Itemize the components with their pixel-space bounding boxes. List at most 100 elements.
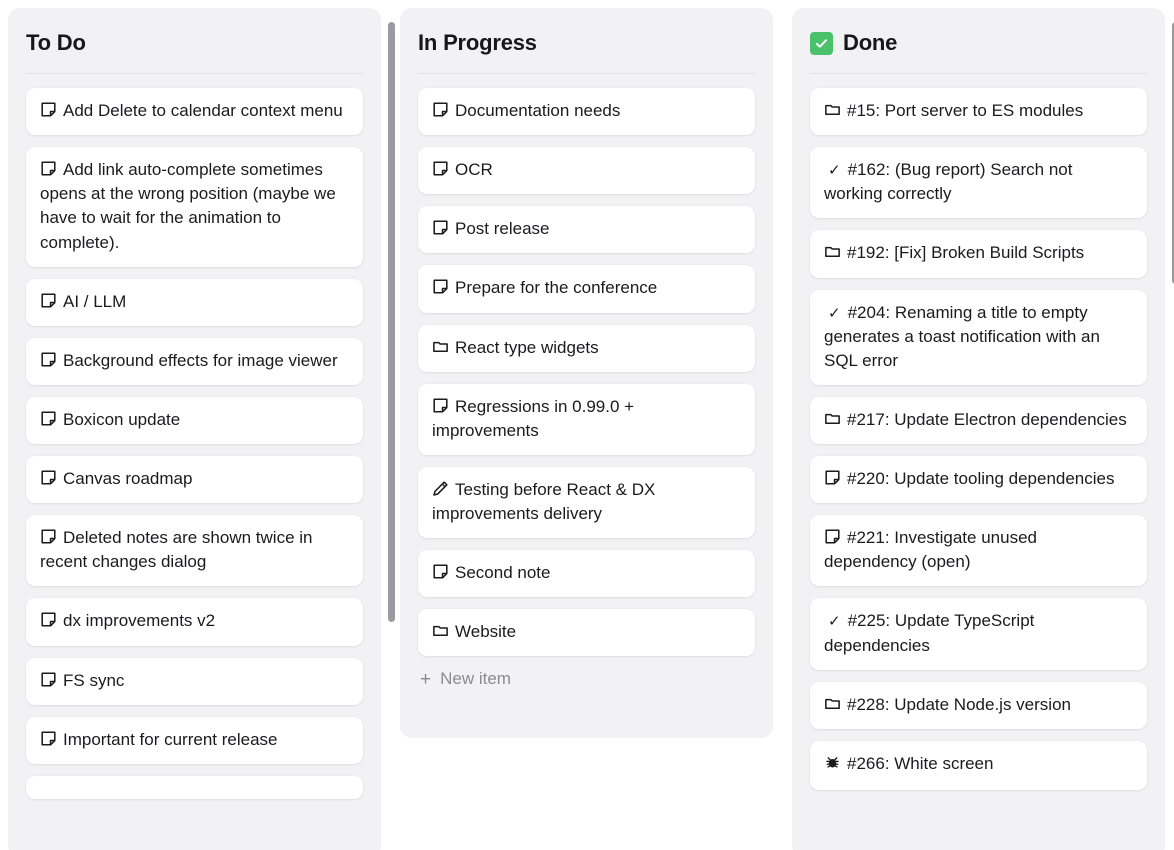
check-icon: ✓	[828, 613, 841, 631]
column-in-progress-header: In Progress	[418, 8, 755, 74]
card-title: #204: Renaming a title to empty generate…	[824, 302, 1100, 370]
column-todo-cards: Add Delete to calendar context menu Add l…	[26, 88, 363, 799]
card[interactable]	[26, 775, 363, 799]
card-title: AI / LLM	[63, 291, 127, 311]
note-icon	[40, 292, 57, 309]
card-title: Documentation needs	[455, 101, 621, 120]
note-icon	[432, 101, 449, 118]
card[interactable]: ✓ #225: Update TypeScript dependencies	[810, 598, 1147, 670]
card-title: Deleted notes are shown twice in recent …	[40, 528, 313, 572]
card[interactable]: Regressions in 0.99.0 + improvements	[418, 383, 755, 455]
card[interactable]: Website	[418, 609, 755, 657]
note-icon	[40, 469, 57, 486]
card-title: Post release	[455, 219, 550, 239]
folder-icon	[824, 410, 841, 427]
card[interactable]: #228: Update Node.js version	[810, 681, 1147, 729]
note-icon	[432, 160, 449, 177]
card-title: Important for current release	[63, 729, 278, 749]
card-title: Website	[455, 622, 517, 642]
card-title: FS sync	[63, 670, 125, 690]
column-done: Done #15: Port server to ES modules ✓ #162…	[792, 8, 1174, 850]
folder-icon	[432, 338, 449, 355]
scrollbar-todo[interactable]	[388, 22, 395, 622]
card-title: #266: White screen	[847, 753, 994, 773]
pencil-icon	[432, 480, 449, 497]
card[interactable]: ✓ #162: (Bug report) Search not working c…	[810, 147, 1147, 219]
card[interactable]: Add Delete to calendar context menu	[26, 88, 363, 136]
card[interactable]: Add link auto-complete sometimes opens a…	[26, 147, 363, 267]
card-title: Boxicon update	[63, 409, 181, 429]
card[interactable]: AI / LLM	[26, 278, 363, 326]
folder-icon	[824, 243, 841, 260]
folder-icon	[824, 101, 841, 118]
note-icon	[40, 528, 57, 545]
card-title: React type widgets	[455, 337, 599, 357]
note-icon	[432, 563, 449, 580]
card-title: #15: Port server to ES modules	[847, 101, 1084, 120]
column-done-inner: Done #15: Port server to ES modules ✓ #162…	[792, 8, 1165, 850]
bug-icon	[824, 754, 841, 778]
card-title: OCR	[455, 160, 493, 180]
card[interactable]: OCR	[418, 147, 755, 195]
card-title: Testing before React & DX improvements d…	[432, 479, 656, 523]
note-icon	[824, 469, 841, 486]
card[interactable]: Post release	[418, 206, 755, 254]
column-title-done: Done	[843, 30, 898, 55]
check-icon: ✓	[828, 304, 841, 322]
note-icon	[40, 671, 57, 688]
new-item-label: New item	[440, 669, 511, 689]
card[interactable]: Important for current release	[26, 716, 363, 764]
card[interactable]: ✓ #204: Renaming a title to empty generat…	[810, 289, 1147, 385]
card-title: #192: [Fix] Broken Build Scripts	[847, 243, 1085, 263]
note-icon	[40, 730, 57, 747]
column-todo-header: To Do	[26, 8, 363, 74]
note-icon	[432, 397, 449, 414]
column-todo-inner: To Do Add Delete to calendar context men…	[8, 8, 381, 850]
card[interactable]: #15: Port server to ES modules	[810, 88, 1147, 136]
card[interactable]: #192: [Fix] Broken Build Scripts	[810, 230, 1147, 278]
card[interactable]: Testing before React & DX improvements d…	[418, 466, 755, 539]
card[interactable]: FS sync	[26, 657, 363, 705]
card[interactable]: Documentation needs	[418, 88, 755, 136]
plus-icon: +	[420, 668, 432, 690]
note-icon	[40, 160, 57, 177]
note-icon	[40, 410, 57, 427]
card[interactable]: Deleted notes are shown twice in recent …	[26, 515, 363, 587]
note-icon	[432, 219, 449, 236]
column-in-progress: In Progress Documentation needs OCR Post r…	[400, 8, 773, 738]
card-title: Background effects for image viewer	[63, 350, 338, 370]
new-item-button-in-progress[interactable]: + New item	[418, 656, 755, 702]
column-done-cards: #15: Port server to ES modules ✓ #162: (Bu…	[810, 88, 1147, 790]
card-title: Add link auto-complete sometimes opens a…	[40, 160, 336, 252]
folder-icon	[824, 695, 841, 712]
column-title-in-progress: In Progress	[418, 30, 537, 55]
note-icon	[40, 351, 57, 368]
card[interactable]: #221: Investigate unused dependency (ope…	[810, 515, 1147, 587]
column-done-header: Done	[810, 8, 1147, 74]
note-icon	[40, 101, 57, 118]
card-title: Add Delete to calendar context menu	[63, 101, 343, 120]
card[interactable]: #266: White screen	[810, 740, 1147, 790]
card-title: #225: Update TypeScript dependencies	[824, 611, 1035, 655]
card[interactable]: #217: Update Electron dependencies	[810, 396, 1147, 444]
check-square-icon	[810, 31, 833, 55]
card-title: dx improvements v2	[63, 611, 216, 631]
card[interactable]: Second note	[418, 550, 755, 598]
note-icon	[432, 278, 449, 295]
card-title: #228: Update Node.js version	[847, 694, 1071, 714]
column-todo: To Do Add Delete to calendar context men…	[8, 8, 395, 850]
card[interactable]: dx improvements v2	[26, 598, 363, 646]
card[interactable]: Prepare for the conference	[418, 265, 755, 313]
card[interactable]: React type widgets	[418, 324, 755, 372]
card-title: #162: (Bug report) Search not working co…	[824, 160, 1073, 204]
note-icon	[40, 611, 57, 628]
scrollbar-done[interactable]	[1172, 22, 1174, 284]
card[interactable]: Background effects for image viewer	[26, 337, 363, 385]
card[interactable]: Canvas roadmap	[26, 456, 363, 504]
card[interactable]: #220: Update tooling dependencies	[810, 456, 1147, 504]
note-icon	[824, 528, 841, 545]
column-title-todo: To Do	[26, 30, 86, 55]
column-in-progress-cards: Documentation needs OCR Post release Prepar…	[418, 88, 755, 657]
card[interactable]: Boxicon update	[26, 396, 363, 444]
